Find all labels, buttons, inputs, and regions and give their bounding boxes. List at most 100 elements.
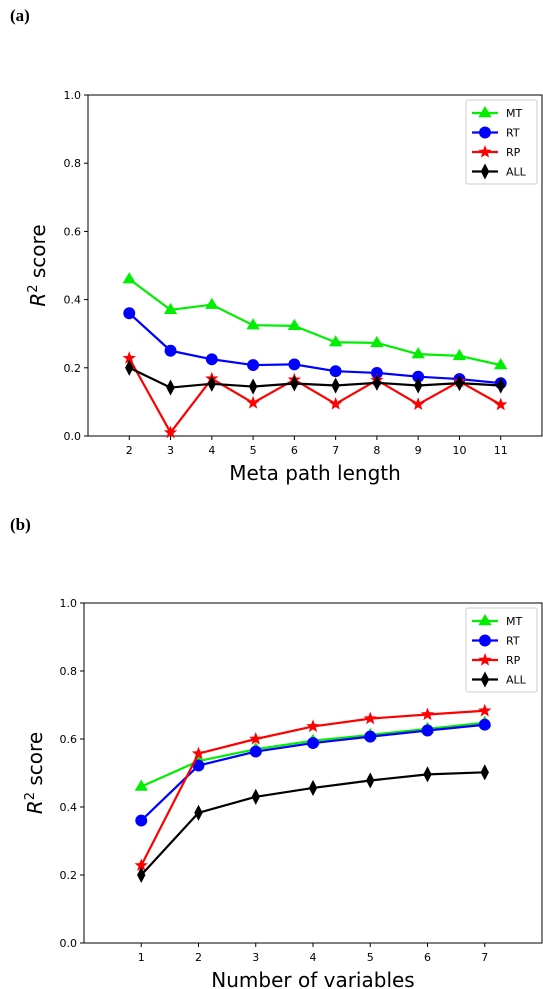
y-tick-label: 0.8 bbox=[60, 665, 78, 678]
data-point-rt bbox=[249, 745, 262, 758]
x-tick-label: 3 bbox=[252, 951, 259, 964]
data-point-rt bbox=[364, 730, 377, 743]
y-axis-title-rest: score bbox=[23, 732, 47, 792]
x-tick-label: 5 bbox=[250, 444, 257, 457]
x-tick-label: 4 bbox=[208, 444, 215, 457]
data-point-rp bbox=[420, 707, 435, 721]
data-point-all bbox=[423, 766, 432, 783]
legend-marker-all bbox=[480, 163, 490, 180]
x-tick-label: 8 bbox=[373, 444, 380, 457]
data-point-rt bbox=[192, 759, 205, 772]
data-point-all bbox=[194, 804, 203, 821]
series-mt bbox=[122, 272, 508, 370]
y-axis-title-sup: 2 bbox=[26, 284, 41, 292]
data-point-mt bbox=[134, 779, 148, 791]
y-tick-label: 0.4 bbox=[64, 294, 82, 307]
data-point-mt bbox=[411, 347, 425, 359]
panel-label-b: (b) bbox=[10, 515, 31, 534]
legend-label: MT bbox=[506, 615, 522, 628]
legend-label: MT bbox=[506, 107, 522, 120]
x-tick-label: 7 bbox=[332, 444, 339, 457]
data-point-all bbox=[413, 377, 423, 394]
legend-marker-rp bbox=[478, 145, 492, 158]
series-line-rt bbox=[128, 312, 501, 385]
legend-label: RT bbox=[506, 127, 520, 140]
data-point-all bbox=[496, 377, 505, 394]
legend: MT RT RP ALL bbox=[465, 607, 538, 693]
x-tick-label: 1 bbox=[138, 951, 145, 964]
y-tick-label: 0.4 bbox=[60, 801, 78, 814]
data-point-rt bbox=[370, 366, 383, 379]
data-point-rt bbox=[123, 307, 136, 320]
series-line-mt bbox=[128, 278, 501, 367]
series-rt bbox=[135, 718, 491, 827]
data-point-rp bbox=[134, 858, 148, 872]
data-point-mt bbox=[452, 348, 467, 361]
y-axis-title-sup: 2 bbox=[23, 792, 38, 800]
data-point-rp bbox=[411, 397, 425, 410]
series-rp bbox=[134, 703, 492, 872]
data-point-all bbox=[290, 375, 299, 392]
data-point-rt bbox=[412, 370, 425, 383]
legend-label: RT bbox=[506, 635, 520, 648]
data-point-rp bbox=[191, 746, 206, 760]
data-point-all bbox=[251, 788, 260, 805]
data-point-mt bbox=[205, 297, 219, 309]
data-point-mt bbox=[287, 318, 302, 331]
legend-item-rt: RT bbox=[472, 635, 520, 648]
series-rp bbox=[122, 351, 508, 439]
x-tick-label: 2 bbox=[126, 444, 133, 457]
series-all bbox=[137, 764, 489, 884]
x-tick-label: 3 bbox=[167, 444, 174, 457]
legend-marker-rt bbox=[479, 126, 491, 139]
data-point-rp bbox=[363, 711, 377, 725]
data-point-all bbox=[166, 379, 175, 396]
legend-label: RP bbox=[506, 146, 521, 159]
legend-marker-mt bbox=[478, 106, 492, 118]
x-tick-label: 5 bbox=[367, 951, 374, 964]
data-point-rp bbox=[494, 397, 508, 411]
legend-item-rt: RT bbox=[472, 127, 520, 140]
data-point-rt bbox=[307, 737, 319, 750]
series-rt bbox=[123, 307, 507, 390]
data-point-all bbox=[366, 772, 375, 789]
y-tick-label: 1.0 bbox=[64, 89, 82, 102]
panel-label-a: (a) bbox=[10, 6, 30, 25]
data-point-rp bbox=[249, 732, 263, 745]
y-axis-title-rest: score bbox=[26, 224, 50, 284]
x-tick-label: 6 bbox=[291, 444, 298, 457]
data-point-rp bbox=[306, 719, 320, 733]
y-axis-title-r: R bbox=[23, 800, 47, 814]
data-point-all bbox=[331, 377, 340, 394]
data-point-rp bbox=[478, 703, 492, 717]
data-point-rt bbox=[247, 359, 260, 372]
data-point-mt bbox=[370, 335, 384, 348]
x-axis-title: Meta path length bbox=[229, 461, 401, 485]
data-point-rt bbox=[421, 724, 434, 737]
legend-label: ALL bbox=[506, 166, 527, 179]
x-axis-title: Number of variables bbox=[211, 968, 414, 989]
data-point-mt bbox=[122, 272, 136, 284]
x-tick-label: 9 bbox=[415, 444, 422, 457]
data-point-mt bbox=[328, 335, 343, 347]
data-point-all bbox=[480, 764, 489, 781]
y-axis-title-r: R bbox=[26, 293, 50, 307]
y-axis-title: R2 score bbox=[26, 224, 50, 306]
y-axis-title: R2 score bbox=[23, 732, 47, 814]
series-line-all bbox=[128, 366, 501, 389]
legend-label: RP bbox=[506, 654, 521, 667]
x-tick-label: 11 bbox=[494, 444, 508, 457]
data-point-all bbox=[137, 866, 146, 884]
data-point-mt bbox=[163, 302, 178, 315]
x-tick-label: 2 bbox=[195, 951, 202, 964]
y-tick-label: 0.8 bbox=[64, 157, 82, 170]
legend-item-all: ALL bbox=[472, 163, 527, 180]
data-point-rt bbox=[135, 814, 148, 827]
x-tick-label: 7 bbox=[481, 951, 488, 964]
legend-label: ALL bbox=[506, 674, 527, 687]
y-tick-label: 0.2 bbox=[64, 362, 82, 375]
chart-a-meta-path-length: 0.0 0.2 0.4 0.6 0.8 1.0 2 3 4 5 6 7 8 9 10 11 Meta path … bbox=[26, 89, 543, 485]
series-all bbox=[125, 359, 505, 396]
legend-marker-rt bbox=[479, 634, 491, 647]
plot-area-frame bbox=[87, 94, 543, 437]
